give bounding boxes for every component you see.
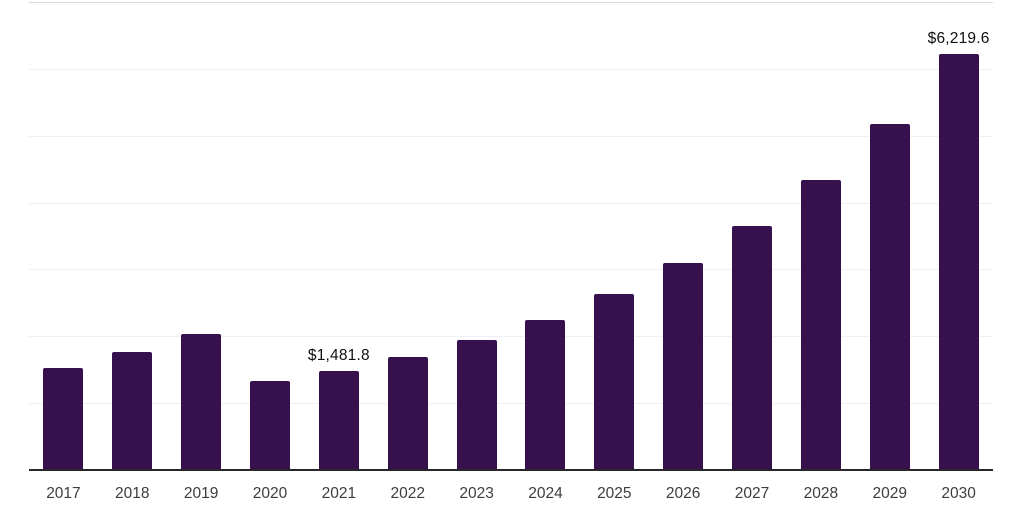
x-tick-label-2024: 2024: [528, 485, 563, 502]
bar-2018: [112, 351, 153, 470]
bar-column-2023: [442, 2, 511, 470]
bar-column-2029: [855, 2, 924, 470]
bar-column-2017: [29, 2, 98, 470]
bar-2022: [387, 357, 428, 470]
x-tick-label-2029: 2029: [872, 485, 907, 502]
plot-area: $1,481.8 $6,219.6: [29, 2, 993, 470]
bar-2028: [800, 180, 841, 470]
bar-column-2021: $1,481.8: [304, 2, 373, 470]
x-tick-label-2019: 2019: [183, 485, 219, 502]
bar-column-2020: [236, 2, 305, 470]
bar-column-2026: [649, 2, 718, 470]
x-tick-label-2030: 2030: [941, 485, 976, 502]
bar-column-2028: [786, 2, 855, 470]
bar-2021: [318, 370, 359, 470]
bar-2023: [456, 339, 497, 470]
x-tick-label-2025: 2025: [597, 485, 632, 502]
data-label-2021: $1,481.8: [307, 346, 370, 364]
bar-2027: [732, 225, 773, 470]
bar-2030: [938, 54, 979, 470]
bar-2026: [663, 263, 704, 470]
x-tick-label-2028: 2028: [803, 485, 839, 502]
bar-column-2018: [98, 2, 167, 470]
bar-2019: [181, 334, 222, 470]
x-axis-labels: 2017 2018 2019 2020 2021 2022 2023 2024 2025 2026…: [29, 484, 993, 503]
x-tick-label-2023: 2023: [459, 485, 494, 502]
bar-column-2030: $6,219.6: [924, 2, 993, 470]
bar-column-2025: [580, 2, 649, 470]
x-tick-label-2026: 2026: [665, 485, 701, 502]
bar-column-2019: [167, 2, 236, 470]
x-tick-label-2022: 2022: [390, 485, 425, 502]
x-axis-line: [29, 469, 993, 471]
bar-column-2027: [718, 2, 787, 470]
bar-2017: [43, 367, 84, 470]
x-tick-label-2021: 2021: [321, 485, 357, 502]
x-tick-label-2018: 2018: [115, 485, 150, 502]
bar-2029: [869, 123, 910, 470]
x-tick-label-2027: 2027: [734, 485, 770, 502]
bar-2020: [250, 381, 290, 470]
bar-2024: [525, 319, 566, 470]
x-tick-label-2017: 2017: [46, 485, 81, 502]
bars-row: $1,481.8 $6,219.6: [29, 2, 993, 470]
data-label-2030: $6,219.6: [927, 30, 990, 48]
x-tick-label-2020: 2020: [252, 485, 288, 502]
bar-column-2022: [373, 2, 442, 470]
bar-2025: [594, 294, 635, 470]
bar-column-2024: [511, 2, 580, 470]
